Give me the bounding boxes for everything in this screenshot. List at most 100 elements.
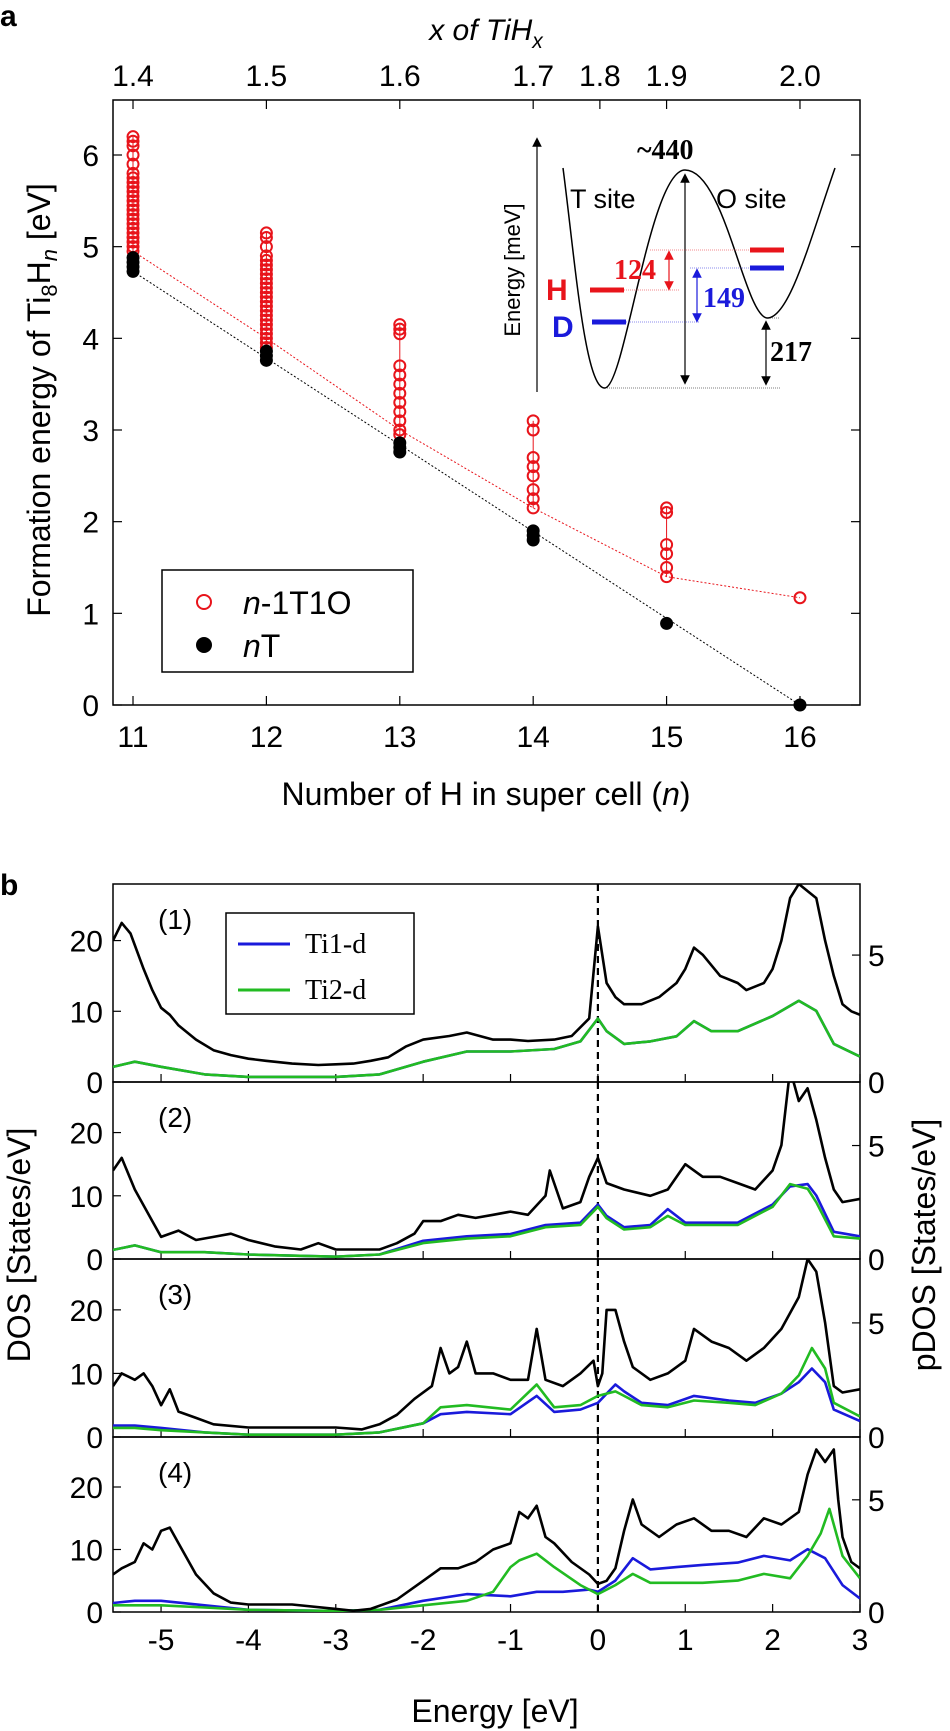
h-label: H [546,274,568,307]
point-nT [793,698,807,712]
dos-y-tick-label: 10 [70,1535,103,1568]
point-1T1O [126,203,140,217]
plot-frame [112,99,861,706]
point-1T1O [259,258,273,272]
potential-energy-inset: Energy [meV] T site O site ~440 217 124 … [500,135,836,392]
x-tick-label: 12 [250,721,283,754]
pdos-y-tick-label: 5 [868,1131,885,1164]
point-1T1O [126,185,140,199]
energy-tick-label: -3 [322,1624,349,1657]
o-site-label: O site [716,184,787,214]
point-1T1O [259,318,273,332]
d-label: D [552,311,574,344]
energy-tick-label: 2 [764,1624,781,1657]
point-nT [526,524,540,538]
point-1T1O [526,469,540,483]
x-tick-label: 11 [117,721,148,754]
subpanel-label: (3) [158,1279,192,1310]
point-1T1O [660,570,674,584]
point-1T1O [259,299,273,313]
legend-label-nT: nT [243,628,280,664]
point-1T1O [259,286,273,299]
point-1T1O [393,396,407,409]
point-nT [660,616,674,630]
point-1T1O [126,180,140,194]
pdos-y-axis-label: pDOS [States/eV] [906,1119,942,1372]
x-tick-label: 15 [650,721,683,754]
point-1T1O [660,506,674,519]
pdos-y-tick-label: 0 [868,1244,885,1277]
energy-axis-label: Energy [eV] [411,1693,578,1729]
point-1T1O [259,226,273,240]
point-1T1O [259,322,273,336]
y-tick-label: 6 [82,140,99,173]
point-1T1O [259,267,273,281]
point-1T1O [126,171,140,185]
dos-y-tick-label: 10 [70,996,103,1029]
dos-subpanel-2: 0 10 20 0 5 (2) [70,1081,885,1277]
x-axis-label: Number of H in super cell (n) [281,776,690,812]
dos-subpanel-3: 0 10 20 0 5 (3) [70,1258,885,1455]
total-dos-curve [113,1259,860,1431]
point-1T1O [259,253,273,267]
point-1T1O [126,231,140,244]
legend-b: Ti1-d Ti2-d [225,912,415,1015]
ti2-d-curve [113,1182,860,1258]
dos-y-tick-label: 0 [86,1244,103,1277]
point-1T1O [126,212,140,226]
pdos-y-tick-label: 5 [868,940,885,973]
top-tick-label: 1.6 [379,60,421,93]
point-1T1O [259,276,273,290]
y-tick-label: 2 [82,507,99,540]
d-value-label: 149 [703,283,745,314]
top-tick-label: 1.9 [646,60,688,93]
pdos-y-tick-label: 5 [868,1308,885,1341]
point-1T1O [393,327,407,341]
energy-tick-label: -1 [497,1624,524,1657]
point-1T1O [526,492,540,506]
x-tick-label: 16 [783,721,816,754]
h-value-label: 124 [614,255,656,286]
t-site-label: T site [570,184,636,214]
top-axis-label: x of TiHx [427,14,544,53]
point-1T1O [259,313,273,327]
ti2-d-curve [113,1507,860,1612]
point-1T1O [526,483,540,497]
ti2-d-curve [113,1346,860,1436]
subpanel-frame [112,1081,861,1260]
dos-y-tick-label: 10 [70,1181,103,1214]
point-1T1O [393,368,407,382]
top-tick-label: 2.0 [779,60,821,93]
point-1T1O [126,176,140,189]
point-1T1O [393,377,407,391]
point-1T1O [259,290,273,304]
point-1T1O [393,318,407,332]
point-1T1O [259,308,273,322]
dos-y-tick-label: 20 [70,926,103,959]
legend-box [161,569,414,673]
x-tick-label: 13 [383,721,416,754]
legend-ti1-label: Ti1-d [305,929,366,960]
point-1T1O [393,386,407,400]
dos-y-tick-label: 0 [86,1597,103,1630]
y-axis-label: Formation energy of Ti8Hn [eV] [21,183,62,617]
trend-line-0 [132,250,801,599]
energy-tick-label: -2 [410,1624,437,1657]
point-1T1O [126,166,140,180]
y-tick-label: 4 [82,323,99,356]
panel-label-b: b [0,869,18,902]
legend-marker-1T1O [196,594,212,610]
y-tick-label: 3 [82,415,99,448]
y-tick-label: 0 [82,690,99,723]
point-1T1O [126,134,140,148]
point-1T1O [259,327,273,341]
legend-a: n-1T1O nT [161,569,414,673]
barrier-label: ~440 [637,135,694,166]
point-1T1O [126,194,140,208]
dos-y-tick-label: 20 [70,1118,103,1151]
subpanel-frame [112,1436,861,1613]
point-1T1O [259,295,273,309]
energy-tick-label: -5 [148,1624,175,1657]
trend-line-1 [132,270,801,706]
energy-tick-label: 1 [677,1624,694,1657]
